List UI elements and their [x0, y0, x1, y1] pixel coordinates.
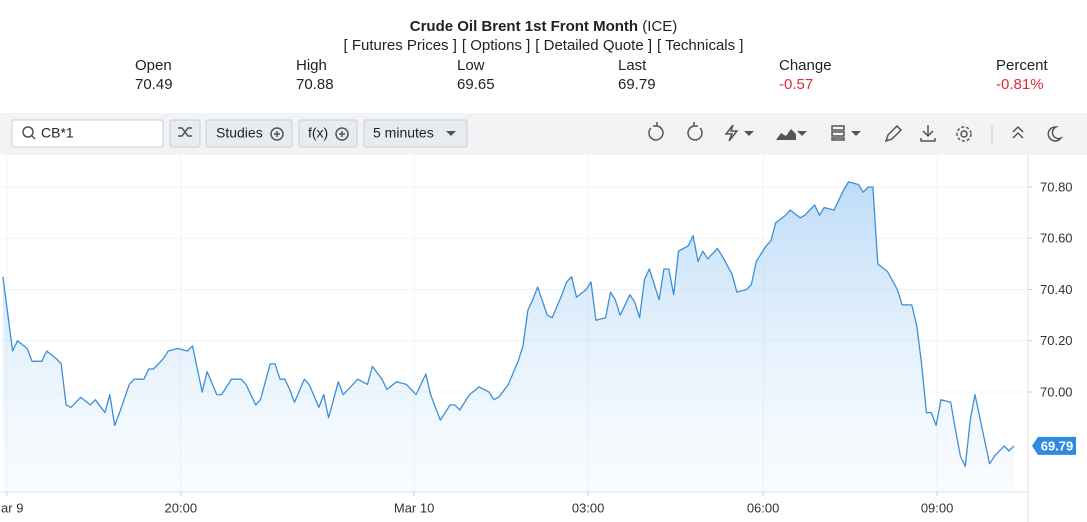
y-tick-label: 70.40 — [1040, 282, 1073, 297]
x-tick-label: Mar 9 — [0, 500, 23, 515]
header-link[interactable]: [ Options ] — [461, 37, 531, 54]
quote-value: 69.65 — [457, 76, 495, 93]
quote-label: High — [296, 57, 327, 74]
quote-label: Low — [457, 57, 485, 74]
header-link[interactable]: [ Detailed Quote ] — [535, 37, 653, 54]
quote-value: 69.79 — [618, 76, 656, 93]
quote-value: -0.57 — [779, 76, 814, 93]
collapse-icon[interactable] — [1012, 125, 1024, 139]
x-tick-label: Mar 10 — [394, 500, 434, 515]
compare-icon — [178, 127, 192, 137]
x-tick-label: 20:00 — [165, 500, 198, 515]
price-line — [2, 181, 1015, 468]
y-tick-label: 70.20 — [1040, 333, 1073, 348]
y-tick-label: 70.00 — [1040, 384, 1073, 399]
quote-value: 70.49 — [135, 76, 173, 93]
last-value-label: 69.79 — [1041, 438, 1074, 453]
search-icon — [22, 126, 34, 138]
events-icon[interactable] — [724, 124, 739, 142]
plus-icon — [270, 127, 284, 141]
quote-label: Last — [618, 57, 647, 74]
plus-icon — [339, 131, 345, 137]
quote-label: Percent — [996, 57, 1048, 74]
search-icon — [30, 134, 36, 140]
dropdown-arrow — [744, 131, 754, 136]
exchange: (ICE) — [642, 18, 678, 35]
quote-label: Open — [135, 57, 172, 74]
y-tick-label: 70.80 — [1040, 179, 1073, 194]
interval-button[interactable] — [363, 119, 468, 148]
settings-icon — [956, 126, 972, 142]
plot — [2, 181, 1015, 492]
header-link[interactable]: [ Technicals ] — [657, 37, 744, 54]
quote-value: -0.81% — [996, 76, 1044, 93]
download-icon[interactable] — [920, 125, 936, 142]
header-link[interactable]: [ Futures Prices ] — [343, 37, 457, 54]
settings-icon[interactable] — [960, 130, 968, 138]
dropdown-arrow — [851, 131, 861, 136]
axes: 70.00 70.20 70.40 70.60 70.80 Mar 9 20:00 Mar 1… — [0, 179, 1076, 515]
area-fill — [2, 181, 1014, 492]
x-tick-label: 03:00 — [572, 500, 605, 515]
symbol-text: CB*1 — [41, 125, 74, 141]
studies-button[interactable] — [205, 119, 293, 148]
redo-icon[interactable] — [687, 122, 703, 141]
header-links: [ Futures Prices ][ Options ][ Detailed … — [0, 37, 1087, 54]
plus-icon — [274, 131, 280, 137]
theme-icon[interactable] — [1047, 126, 1064, 142]
dropdown-arrow — [797, 131, 807, 136]
y-tick-label: 70.60 — [1040, 231, 1073, 246]
last-value-badge — [1032, 436, 1076, 455]
interval-label: 5 minutes — [373, 125, 434, 141]
layout-icon[interactable] — [831, 125, 845, 141]
undo-icon[interactable] — [648, 122, 664, 141]
studies-label: Studies — [216, 125, 263, 141]
title: Crude Oil Brent 1st Front Month — [409, 18, 639, 35]
header-title: Crude Oil Brent 1st Front Month (ICE) — [0, 18, 1087, 35]
x-tick-label: 09:00 — [921, 500, 954, 515]
dropdown-arrow — [446, 131, 456, 136]
chart-type-icon[interactable] — [776, 129, 796, 140]
plus-icon — [335, 127, 349, 141]
compare-button[interactable] — [169, 119, 201, 148]
draw-icon[interactable] — [884, 124, 903, 143]
symbol-search[interactable] — [11, 119, 164, 148]
x-tick-label: 06:00 — [747, 500, 780, 515]
quote-value: 70.88 — [296, 76, 334, 93]
functions-label: f(x) — [308, 125, 328, 141]
quote-label: Change — [779, 57, 832, 74]
